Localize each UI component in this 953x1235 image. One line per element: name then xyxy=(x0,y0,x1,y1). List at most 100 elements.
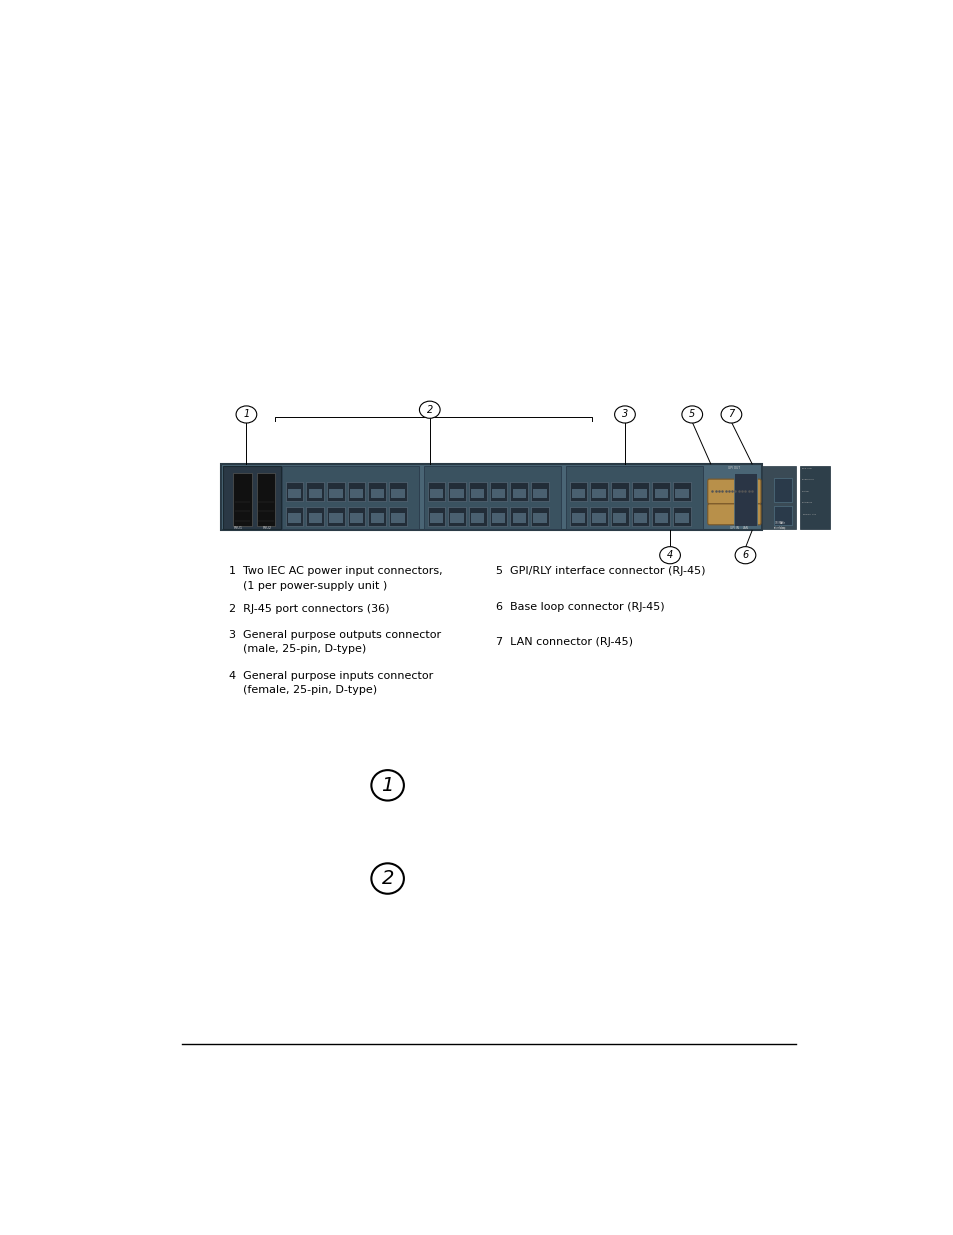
Bar xyxy=(288,489,301,498)
Bar xyxy=(389,506,406,526)
Text: 7  LAN connector (RJ-45): 7 LAN connector (RJ-45) xyxy=(496,637,633,647)
Text: PSU1: PSU1 xyxy=(233,526,242,530)
Bar xyxy=(654,514,667,522)
Bar xyxy=(672,482,690,501)
Bar xyxy=(512,489,525,498)
Bar xyxy=(512,514,525,522)
Ellipse shape xyxy=(235,406,256,424)
Ellipse shape xyxy=(659,547,679,563)
Bar xyxy=(631,506,649,526)
Bar xyxy=(327,482,344,501)
Bar xyxy=(448,482,465,501)
Bar xyxy=(492,514,505,522)
Bar xyxy=(368,482,386,501)
Bar xyxy=(492,489,505,498)
Bar xyxy=(308,489,321,498)
Ellipse shape xyxy=(371,863,403,894)
Bar xyxy=(761,466,796,529)
Ellipse shape xyxy=(614,406,635,424)
Bar xyxy=(329,489,342,498)
Text: GPI IN: GPI IN xyxy=(729,526,739,530)
Text: 1  Two IEC AC power input connectors,: 1 Two IEC AC power input connectors, xyxy=(229,567,442,577)
Bar xyxy=(288,514,301,522)
Bar xyxy=(590,506,607,526)
Bar xyxy=(569,482,587,501)
Bar xyxy=(223,466,281,529)
Ellipse shape xyxy=(419,401,439,419)
Text: 4: 4 xyxy=(666,551,673,561)
Bar xyxy=(391,514,404,522)
Bar xyxy=(389,482,406,501)
Text: LAN: LAN xyxy=(741,526,748,530)
Bar xyxy=(306,506,324,526)
Bar xyxy=(774,506,791,525)
Bar xyxy=(610,506,628,526)
Bar xyxy=(469,506,486,526)
Text: 3  General purpose outputs connector: 3 General purpose outputs connector xyxy=(229,630,440,640)
Text: 6  Base loop connector (RJ-45): 6 Base loop connector (RJ-45) xyxy=(496,601,664,611)
Text: (male, 25-pin, D-type): (male, 25-pin, D-type) xyxy=(229,645,366,655)
Bar xyxy=(350,489,363,498)
Bar xyxy=(565,466,701,529)
Bar xyxy=(672,506,690,526)
Bar xyxy=(571,489,584,498)
Ellipse shape xyxy=(735,547,755,563)
Bar xyxy=(531,482,548,501)
Bar xyxy=(569,506,587,526)
Bar xyxy=(592,514,605,522)
Bar xyxy=(533,489,546,498)
Bar xyxy=(533,514,546,522)
Bar xyxy=(800,466,829,529)
Bar xyxy=(285,506,303,526)
Bar xyxy=(613,489,626,498)
Bar xyxy=(429,489,442,498)
Bar xyxy=(633,489,646,498)
Bar xyxy=(347,506,365,526)
Bar xyxy=(233,473,252,526)
Bar xyxy=(469,482,486,501)
Text: GPI/RLY
interface: GPI/RLY interface xyxy=(773,521,784,530)
Bar xyxy=(221,464,761,531)
Bar xyxy=(489,482,507,501)
Text: Base
loop: Base loop xyxy=(780,521,785,530)
Bar xyxy=(350,514,363,522)
Bar xyxy=(329,514,342,522)
Ellipse shape xyxy=(720,406,741,424)
Bar xyxy=(633,514,646,522)
Bar xyxy=(450,514,463,522)
Bar xyxy=(285,482,303,501)
Ellipse shape xyxy=(681,406,701,424)
Bar xyxy=(631,482,649,501)
Bar xyxy=(450,489,463,498)
Bar xyxy=(675,489,688,498)
Text: 7: 7 xyxy=(727,410,734,420)
Text: 3: 3 xyxy=(621,410,627,420)
Bar xyxy=(734,473,756,526)
Text: 6: 6 xyxy=(741,551,748,561)
Bar xyxy=(306,482,324,501)
Text: 2: 2 xyxy=(381,869,394,888)
Text: PSU2: PSU2 xyxy=(262,526,271,530)
Bar xyxy=(675,514,688,522)
Bar xyxy=(429,514,442,522)
Bar xyxy=(613,514,626,522)
Text: 2  RJ-45 port connectors (36): 2 RJ-45 port connectors (36) xyxy=(229,604,389,614)
Bar xyxy=(471,514,484,522)
FancyBboxPatch shape xyxy=(707,504,760,525)
Bar xyxy=(652,506,669,526)
Bar xyxy=(610,482,628,501)
Bar xyxy=(774,478,791,501)
Bar xyxy=(370,489,383,498)
Text: (1 per power-supply unit ): (1 per power-supply unit ) xyxy=(229,580,387,590)
Bar xyxy=(590,482,607,501)
Text: 4  General purpose inputs connector: 4 General purpose inputs connector xyxy=(229,671,433,680)
Text: 1: 1 xyxy=(243,410,250,420)
Bar xyxy=(448,506,465,526)
Text: GPI OUT: GPI OUT xyxy=(728,466,740,469)
Ellipse shape xyxy=(371,771,403,800)
Bar xyxy=(531,506,548,526)
Text: 1: 1 xyxy=(381,776,394,795)
Text: Enterprise: Enterprise xyxy=(801,501,812,503)
Text: 5  GPI/RLY interface connector (RJ-45): 5 GPI/RLY interface connector (RJ-45) xyxy=(496,567,705,577)
Text: 5: 5 xyxy=(688,410,695,420)
